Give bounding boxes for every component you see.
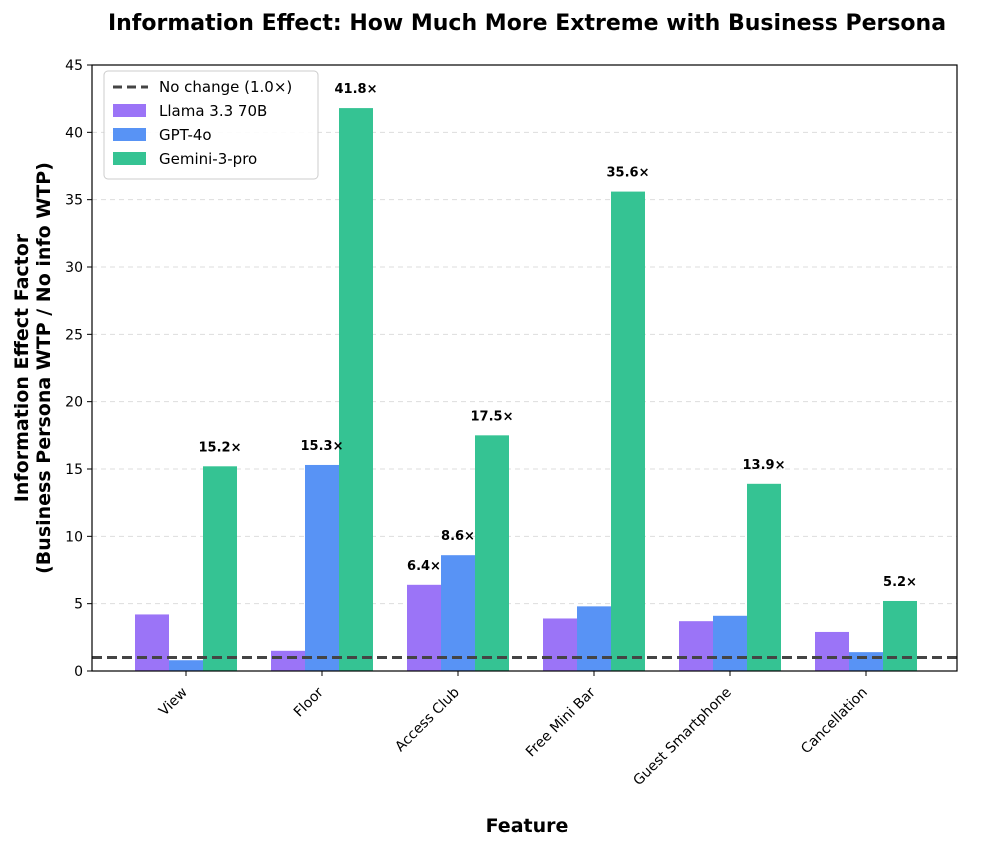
y-tick-label-5: 5 <box>74 597 83 613</box>
bar-gemini-3-pro-0 <box>203 466 237 671</box>
bar-gpt-4o-3 <box>577 606 611 671</box>
y-axis-label: Information Effect Factor (Business Pers… <box>11 162 55 574</box>
data-label-gpt-4o-2: 8.6× <box>441 529 475 544</box>
data-label-gemini-3-pro-2: 17.5× <box>471 409 514 424</box>
plot-frame <box>91 64 958 672</box>
x-tick-label-5: Cancellation <box>798 685 871 758</box>
x-tick-label-0: View <box>156 685 191 720</box>
bar-llama-3-3-70b-5 <box>815 631 849 671</box>
x-axis-label: Feature <box>486 815 569 837</box>
bar-gemini-3-pro-1 <box>339 108 373 672</box>
bar-gpt-4o-4 <box>713 615 747 671</box>
bar-llama-3-3-70b-1 <box>271 650 305 671</box>
legend: No change (1.0×) Llama 3.3 70B GPT-4o Ge… <box>103 70 319 180</box>
bar-llama-3-3-70b-3 <box>543 618 577 671</box>
bar-llama-3-3-70b-4 <box>679 621 713 671</box>
bar-gpt-4o-1 <box>305 464 339 671</box>
y-tick-label-30: 30 <box>65 260 83 276</box>
legend-label-gemini: Gemini-3-pro <box>159 150 257 168</box>
legend-swatch-llama <box>113 104 146 117</box>
x-tick-label-1: Floor <box>291 684 327 720</box>
data-label-gemini-3-pro-1: 41.8× <box>335 82 378 97</box>
y-tick-label-0: 0 <box>74 664 83 680</box>
y-tick-label-15: 15 <box>65 462 83 478</box>
x-tick-label-4: Guest Smartphone <box>630 685 734 789</box>
bar-gemini-3-pro-2 <box>475 435 509 671</box>
data-label-gemini-3-pro-4: 13.9× <box>743 458 786 473</box>
legend-swatch-gpt4o <box>113 128 146 141</box>
legend-label-llama: Llama 3.3 70B <box>159 102 267 120</box>
x-tick-label-2: Access Club <box>392 684 463 755</box>
bar-gemini-3-pro-5 <box>883 600 917 671</box>
y-tick-label-10: 10 <box>65 529 83 545</box>
bar-gpt-4o-2 <box>441 555 475 671</box>
y-tick-label-20: 20 <box>65 395 83 411</box>
legend-label-gpt4o: GPT-4o <box>159 126 212 144</box>
bar-gpt-4o-5 <box>849 652 883 671</box>
data-label-llama-3-3-70b-2: 6.4× <box>407 559 441 574</box>
bars <box>135 108 917 672</box>
data-labels: 15.2× 15.3× 41.8× 6.4×8.6× 17.5× 35.6× 13.9× 5.… <box>199 82 917 590</box>
x-tick-label-3: Free Mini Bar <box>523 684 599 760</box>
data-label-gemini-3-pro-3: 35.6× <box>607 166 650 181</box>
bar-gemini-3-pro-3 <box>611 191 645 671</box>
legend-label-reference: No change (1.0×) <box>159 78 292 96</box>
y-tick-label-45: 45 <box>65 58 83 74</box>
y-tick-label-35: 35 <box>65 193 83 209</box>
y-axis-label-line-1: Information Effect Factor <box>11 233 33 502</box>
legend-box <box>103 70 319 180</box>
data-label-gpt-4o-1: 15.3× <box>301 439 344 454</box>
bar-gemini-3-pro-4 <box>747 483 781 671</box>
x-axis: View Floor Access Club Free Mini Bar Guest S… <box>156 671 871 789</box>
y-axis: 0 5 10 15 20 25 30 35 40 45 <box>65 58 92 680</box>
legend-swatch-gemini <box>113 152 146 165</box>
y-axis-label-line-2: (Business Persona WTP / No info WTP) <box>33 162 55 574</box>
y-tick-label-40: 40 <box>65 125 83 141</box>
chart-title: Information Effect: How Much More Extrem… <box>108 11 946 36</box>
y-tick-label-25: 25 <box>65 327 83 343</box>
data-label-gemini-3-pro-0: 15.2× <box>199 440 242 455</box>
bar-llama-3-3-70b-0 <box>135 614 169 671</box>
bar-gpt-4o-0 <box>169 660 203 671</box>
data-label-gemini-3-pro-5: 5.2× <box>883 575 917 590</box>
